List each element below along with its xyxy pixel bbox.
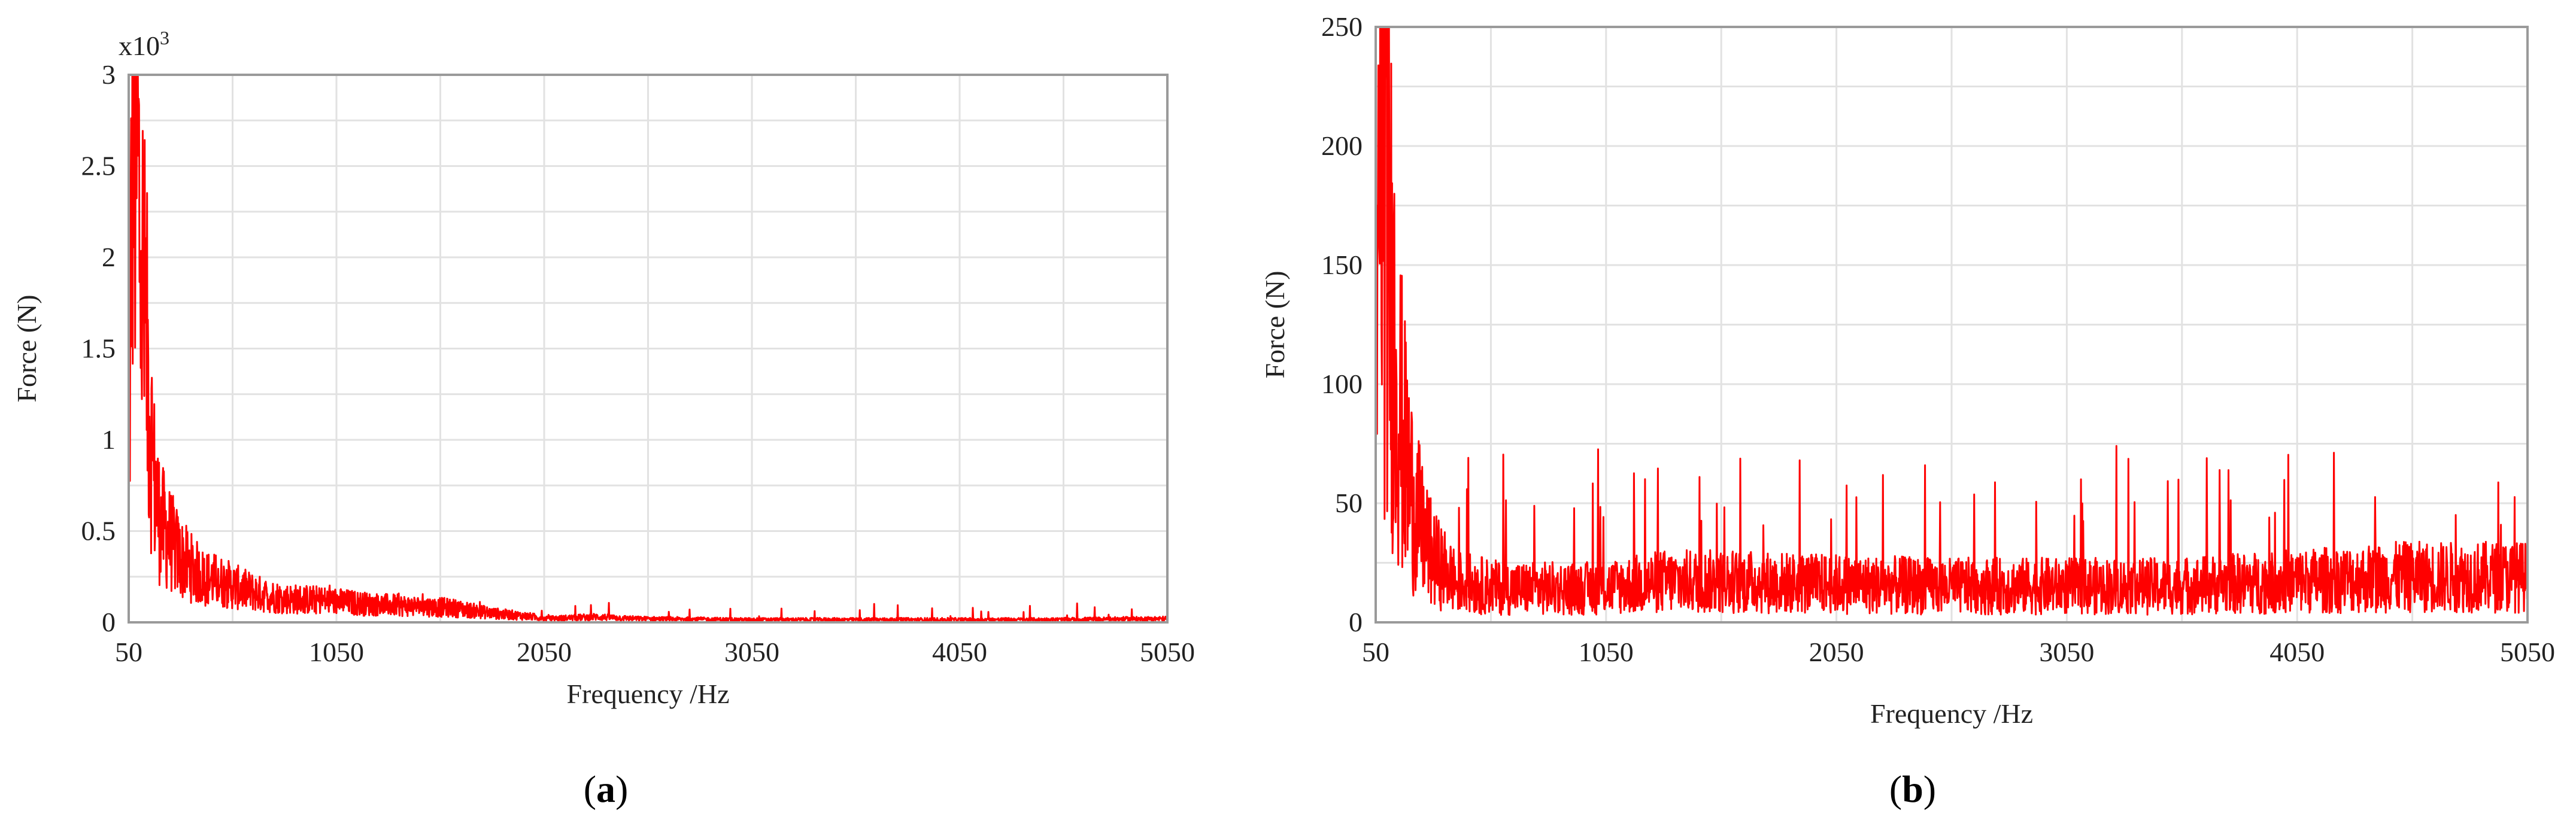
y-axis-label-b: Force (N): [1260, 270, 1290, 378]
y-tick-label: 3: [102, 59, 116, 90]
y-tick-label: 1.5: [81, 333, 116, 364]
x-ticks-a: 50 1050 2050 3050 4050 5050: [115, 637, 1195, 667]
panel-label-a: (a): [584, 768, 629, 810]
y-tick-label: 250: [1321, 11, 1363, 42]
x-tick-label: 2050: [517, 637, 572, 667]
force-trace-a: [128, 74, 1169, 622]
y-ticks-b: 0 50 100 150 200 250: [1321, 11, 1363, 637]
y-multiplier-base: x10: [119, 31, 160, 61]
x-tick-label: 1050: [309, 637, 364, 667]
y-tick-label: 2: [102, 242, 116, 272]
y-tick-label: 200: [1321, 130, 1363, 161]
y-tick-label: 2.5: [81, 151, 116, 181]
x-axis-label-a: Frequency /Hz: [566, 679, 729, 709]
x-tick-label: 4050: [932, 637, 987, 667]
x-tick-label: 3050: [724, 637, 779, 667]
x-ticks-b: 50 1050 2050 3050 4050 5050: [1362, 637, 2555, 667]
y-tick-label: 0: [102, 607, 116, 637]
x-tick-label: 5050: [2500, 637, 2555, 667]
x-tick-label: 1050: [1579, 637, 1634, 667]
y-axis-label-a: Force (N): [11, 294, 42, 402]
grid-b: [1376, 27, 2528, 622]
y-tick-label: 100: [1321, 369, 1363, 399]
panel-letter-a: a: [596, 768, 615, 810]
grid-a: [129, 75, 1167, 622]
y-tick-label: 1: [102, 424, 116, 455]
x-tick-label: 4050: [2269, 637, 2325, 667]
x-axis-label-b: Frequency /Hz: [1870, 698, 2033, 729]
plot-frame-a: [128, 74, 1169, 624]
x-tick-label: 5050: [1140, 637, 1195, 667]
x-tick-label: 50: [1362, 637, 1389, 667]
y-ticks-a: 0 0.5 1 1.5 2 2.5 3: [81, 59, 116, 637]
y-tick-label: 150: [1321, 250, 1363, 280]
x-tick-label: 3050: [2039, 637, 2094, 667]
y-tick-label: 0: [1349, 607, 1363, 637]
y-multiplier-exponent: 3: [160, 27, 169, 48]
x-tick-label: 2050: [1809, 637, 1864, 667]
force-trace-b: [1375, 26, 2529, 616]
x-tick-label: 50: [115, 637, 142, 667]
chart-panel-a: 0 0.5 1 1.5 2 2.5 3 50 1050 2050 3050 4050 5050 For…: [11, 27, 1195, 810]
y-multiplier-a: x103: [119, 27, 169, 61]
y-tick-label: 0.5: [81, 516, 116, 546]
panel-letter-b: b: [1902, 768, 1923, 810]
plot-frame-b: [1375, 26, 2529, 624]
panel-label-b: (b): [1889, 768, 1936, 810]
y-tick-label: 50: [1335, 488, 1363, 518]
